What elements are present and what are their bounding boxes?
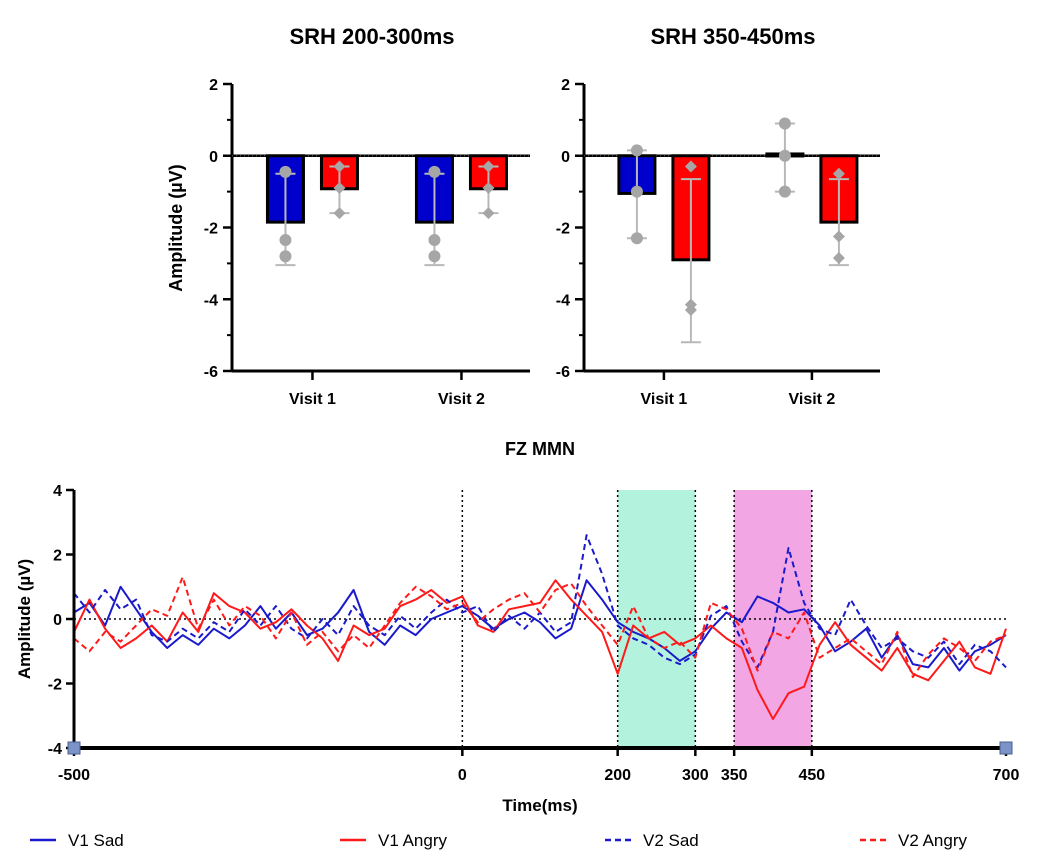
y-tick-label: 0: [53, 612, 62, 629]
data-point: [630, 144, 643, 157]
series-line: [73, 576, 1007, 678]
data-point: [279, 250, 292, 263]
x-tick-label: 700: [993, 767, 1020, 784]
x-tick-label: -500: [58, 767, 90, 784]
data-point: [832, 230, 845, 243]
x-tick-label: 450: [798, 767, 825, 784]
y-tick-label: -6: [556, 364, 570, 381]
data-point: [279, 234, 292, 247]
y-tick-label: -2: [204, 221, 218, 238]
x-tick-label: Visit 1: [289, 391, 336, 408]
data-point: [482, 182, 495, 195]
data-point: [428, 165, 441, 178]
series-line: [73, 579, 1007, 720]
legend-label: V1 Angry: [378, 831, 447, 850]
y-tick-label: -4: [48, 741, 62, 758]
panel-title: SRH 200-300ms: [289, 24, 454, 49]
data-point: [428, 250, 441, 263]
data-point: [778, 149, 791, 162]
data-point: [279, 165, 292, 178]
series-line: [73, 579, 1007, 672]
y-tick-label: 4: [53, 483, 62, 500]
y-tick-label: -6: [204, 364, 218, 381]
y-tick-label: -4: [556, 292, 570, 309]
x-tick-label: Visit 1: [640, 391, 687, 408]
x-tick-label: 350: [721, 767, 748, 784]
shaded-window: [734, 490, 812, 748]
x-tick-label: 300: [682, 767, 709, 784]
y-tick-label: -2: [48, 677, 62, 694]
y-tick-label: 0: [561, 149, 570, 166]
data-point: [778, 117, 791, 130]
data-point: [333, 182, 346, 195]
legend-label: V1 Sad: [68, 831, 124, 850]
y-tick-label: -4: [204, 292, 218, 309]
legend-label: V2 Sad: [643, 831, 699, 850]
x-axis-label: Time(ms): [502, 796, 577, 815]
y-tick-label: 2: [209, 77, 218, 94]
data-point: [684, 160, 697, 173]
y-tick-label: -2: [556, 221, 570, 238]
data-point: [630, 232, 643, 245]
y-axis-label: Amplitude (µV): [166, 164, 186, 291]
range-handle-right: [999, 741, 1013, 755]
data-point: [832, 167, 845, 180]
panel-title: FZ MMN: [505, 439, 575, 459]
data-point: [684, 298, 697, 311]
data-point: [482, 207, 495, 220]
y-tick-label: 2: [561, 77, 570, 94]
y-tick-label: 0: [209, 149, 218, 166]
data-point: [428, 234, 441, 247]
data-point: [333, 207, 346, 220]
panel-title: SRH 350-450ms: [650, 24, 815, 49]
y-axis-label: Amplitude (µV): [15, 559, 34, 679]
data-point: [778, 185, 791, 198]
data-point: [333, 160, 346, 173]
data-point: [832, 251, 845, 264]
range-handle-left: [67, 741, 81, 755]
data-point: [482, 160, 495, 173]
x-tick-label: Visit 2: [438, 391, 485, 408]
x-tick-label: 0: [458, 767, 467, 784]
legend-label: V2 Angry: [898, 831, 967, 850]
x-tick-label: 200: [604, 767, 631, 784]
x-tick-label: Visit 2: [788, 391, 835, 408]
data-point: [630, 185, 643, 198]
y-tick-label: 2: [53, 548, 62, 565]
